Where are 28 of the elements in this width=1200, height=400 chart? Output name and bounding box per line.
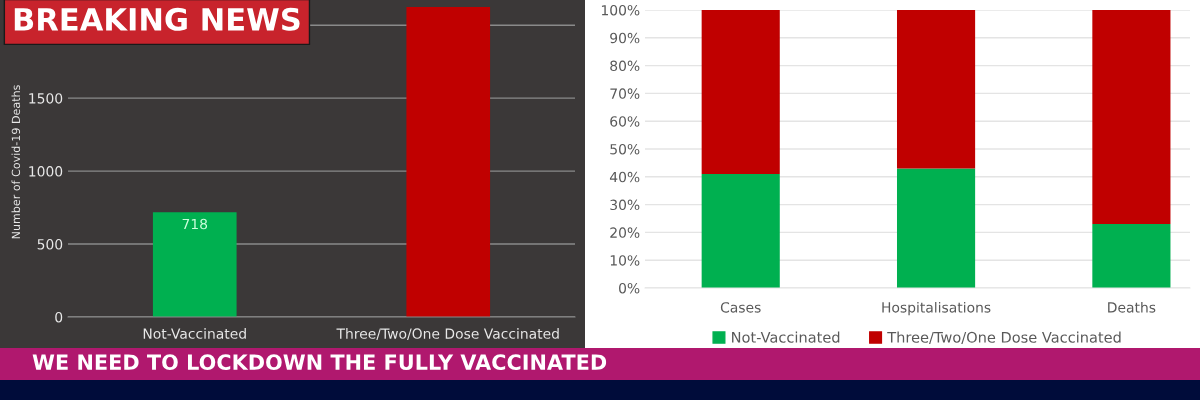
bar	[896, 10, 976, 169]
y-tick-label: 20%	[610, 227, 640, 238]
y-tick-label: 0	[55, 311, 63, 323]
y-tick-label: 0%	[619, 282, 640, 294]
y-tick-label: 50%	[610, 143, 640, 155]
text: WE NEED TO LOCKDOWN THE FULLY VACCINATED	[32, 354, 607, 371]
y-tick-label: 80%	[610, 60, 640, 72]
bar	[1092, 224, 1171, 288]
y-tick-label: 60%	[610, 116, 640, 127]
y-tick-label: 100%	[601, 4, 640, 16]
y-tick-label: 1500	[29, 93, 63, 104]
bar	[701, 174, 780, 288]
bar	[896, 168, 976, 288]
y-tick-label: 500	[37, 239, 63, 250]
y-tick-label: 10%	[610, 255, 640, 266]
annotation: BREAKING NEWS	[14, 7, 300, 31]
y-tick-label: 70%	[610, 88, 640, 99]
x-tick-label: Cases	[720, 302, 761, 313]
x-tick-label: Deaths	[1108, 301, 1156, 313]
y-tick-label: 30%	[610, 199, 640, 211]
y-tick-label: 90%	[610, 32, 640, 44]
y-axis-title: Number of Covid-19 Deaths	[11, 85, 21, 239]
data-label: 718	[182, 218, 208, 230]
y-tick-label: 40%	[609, 171, 640, 183]
bar	[1092, 10, 1171, 225]
x-tick-label: Hospitalisations	[882, 301, 991, 316]
y-tick-label: 1000	[29, 166, 63, 177]
bar	[701, 10, 780, 175]
